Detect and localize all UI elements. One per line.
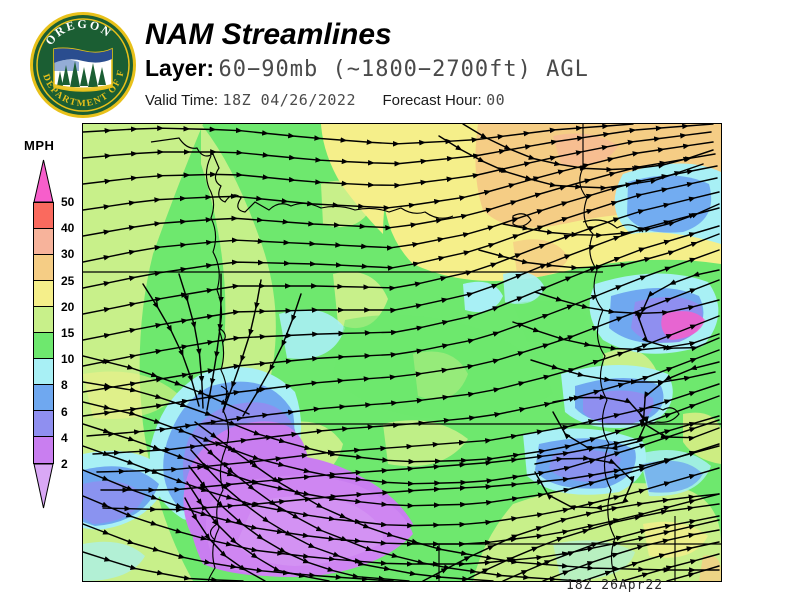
map-timestamp: 18Z 26Apr22 — [566, 578, 664, 593]
valid-time-value: 18Z 04/26/2022 — [222, 91, 356, 109]
colorbar-band-8-10 — [34, 359, 53, 385]
colorbar-tick-30: 30 — [61, 247, 75, 262]
colorbar-legend: MPH 50 40 30 25 20 15 10 8 6 4 2 — [10, 138, 82, 518]
forecast-hour-label: Forecast Hour: — [382, 92, 482, 109]
valid-time-label: Valid Time: — [145, 92, 219, 109]
layer-line: Layer: 60−90mb (~1800−2700ft) AGL — [145, 54, 589, 86]
colorbar-band-4-6 — [34, 411, 53, 437]
layer-value: 60−90mb (~1800−2700ft) AGL — [218, 57, 589, 82]
colorbar-tick-4: 4 — [61, 430, 68, 445]
colorbar-tick-15: 15 — [61, 326, 75, 340]
colorbar: 50 40 30 25 20 15 10 8 6 4 2 — [33, 158, 74, 510]
colorbar-tick-50: 50 — [61, 195, 75, 209]
colorbar-tick-40: 40 — [61, 221, 75, 236]
colorbar-title: MPH — [24, 138, 55, 153]
colorbar-band-2-4 — [34, 437, 53, 463]
colorbar-tick-6: 6 — [61, 404, 68, 419]
colorbar-bands — [33, 202, 54, 464]
colorbar-band-30-40 — [34, 229, 53, 255]
forecast-hour-value: 00 — [486, 91, 506, 109]
colorbar-top-arrow — [33, 159, 54, 203]
colorbar-band-25-30 — [34, 255, 53, 281]
layer-label: Layer: — [145, 55, 215, 81]
colorbar-tick-20: 20 — [61, 299, 75, 314]
oregon-dept-forestry-logo: OREGON DEPARTMENT OF FORESTRY — [29, 11, 136, 118]
page-title: NAM Streamlines — [145, 18, 392, 51]
valid-time-line: Valid Time: 18Z 04/26/2022 Forecast Hour… — [145, 90, 589, 111]
colorbar-band-10-15 — [34, 333, 53, 359]
colorbar-tick-10: 10 — [61, 352, 75, 367]
colorbar-tick-8: 8 — [61, 378, 68, 393]
header: OREGON DEPARTMENT OF FORESTRY NAM Stream… — [0, 0, 800, 120]
title-block: NAM Streamlines Layer: 60−90mb (~1800−27… — [145, 18, 589, 111]
colorbar-band-15-20 — [34, 307, 53, 333]
colorbar-band-6-8 — [34, 385, 53, 411]
forecast-map[interactable] — [82, 123, 722, 582]
colorbar-band-40-50 — [34, 203, 53, 229]
colorbar-bottom-arrow — [33, 463, 54, 509]
streamline-map-canvas[interactable] — [83, 124, 721, 581]
streamlines — [83, 124, 720, 581]
colorbar-tick-2: 2 — [61, 457, 68, 471]
colorbar-band-20-25 — [34, 281, 53, 307]
colorbar-tick-25: 25 — [61, 273, 75, 288]
